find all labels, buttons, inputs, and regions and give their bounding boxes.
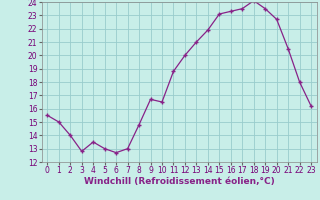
X-axis label: Windchill (Refroidissement éolien,°C): Windchill (Refroidissement éolien,°C) bbox=[84, 177, 275, 186]
